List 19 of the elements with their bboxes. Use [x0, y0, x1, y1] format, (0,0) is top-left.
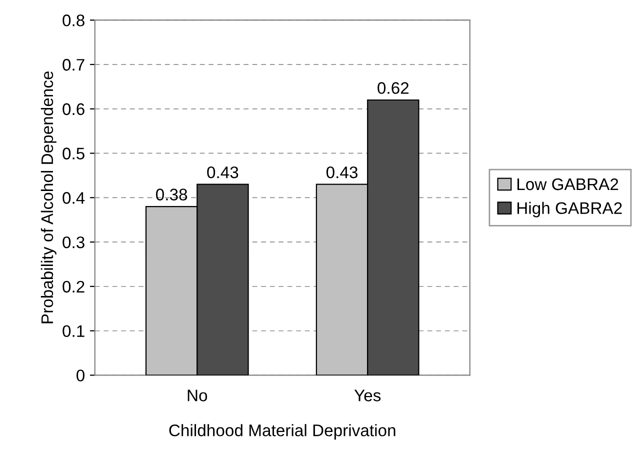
x-tick-label: No	[188, 390, 208, 402]
data-label: 0.43	[207, 166, 238, 178]
y-tick-label: 0.2	[62, 280, 84, 293]
data-label: 0.62	[378, 82, 409, 94]
legend-label: High GABRA2	[517, 202, 622, 218]
x-tick-label: Yes	[354, 390, 381, 402]
y-tick-label: 0.7	[62, 58, 84, 71]
y-tick-label: 0.4	[62, 192, 85, 204]
y-tick-label: 0.5	[62, 148, 84, 160]
data-label: 0.43	[326, 166, 358, 178]
x-axis-title: Childhood Material Deprivation	[169, 424, 396, 440]
y-tick-label: 0.1	[62, 325, 84, 338]
legend-label: Low GABRA2	[517, 178, 618, 190]
y-tick-label: 0.8	[62, 14, 84, 26]
y-tick-label: 0	[76, 370, 84, 382]
y-tick-label: 0.6	[62, 103, 84, 116]
y-axis-title: Probability of Alcohol Dependence	[40, 71, 56, 324]
data-label: 0.38	[156, 188, 188, 200]
y-tick-label: 0.3	[62, 236, 84, 248]
